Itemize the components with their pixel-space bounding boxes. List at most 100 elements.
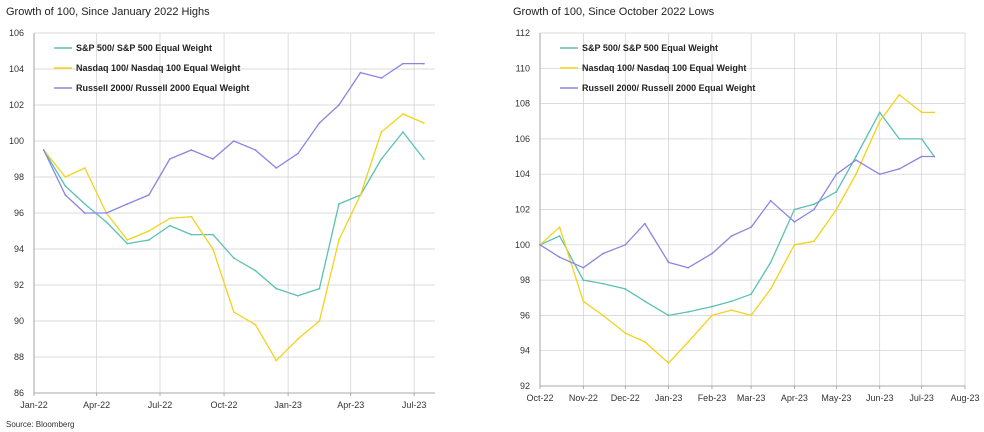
c2-point-nasdaq100 (711, 314, 713, 317)
c2-point-russell2000 (643, 222, 646, 225)
c2-point-sp500 (920, 138, 923, 140)
c2-point-russell2000 (624, 243, 627, 246)
c2-y-tick-label: 92 (520, 381, 530, 391)
c1-y-tick-label: 100 (9, 136, 24, 146)
c2-point-russell2000 (920, 155, 923, 158)
c2-point-nasdaq100 (920, 111, 923, 114)
c1-point-sp500 (147, 239, 150, 241)
c1-point-nasdaq100 (359, 194, 362, 196)
c1-point-sp500 (232, 257, 235, 259)
c2-point-russell2000 (855, 159, 857, 161)
c1-point-russell2000 (275, 167, 278, 169)
c2-point-nasdaq100 (687, 340, 690, 343)
c1-point-sp500 (83, 203, 86, 205)
c2-point-nasdaq100 (643, 340, 646, 343)
c2-y-tick-label: 96 (520, 310, 530, 320)
c2-point-nasdaq100 (582, 300, 585, 303)
c2-point-nasdaq100 (624, 332, 627, 334)
c1-point-russell2000 (190, 149, 193, 151)
c2-point-russell2000 (898, 168, 901, 170)
c2-point-sp500 (602, 282, 604, 285)
c1-x-tick-label: Apr-23 (337, 400, 364, 410)
c1-point-russell2000 (212, 158, 214, 160)
c2-point-sp500 (730, 300, 733, 303)
c1-point-russell2000 (105, 212, 108, 214)
c1-point-nasdaq100 (212, 248, 214, 250)
c2-point-sp500 (643, 300, 646, 303)
c2-point-russell2000 (793, 220, 796, 223)
c1-point-nasdaq100 (126, 239, 129, 241)
c1-point-sp500 (402, 131, 404, 133)
c2-x-tick-label: May-23 (821, 393, 851, 403)
c1-point-nasdaq100 (147, 230, 150, 232)
c1-point-russell2000 (232, 140, 235, 142)
c1-x-tick-label: Apr-22 (83, 400, 110, 410)
c2-y-tick-label: 94 (520, 346, 530, 356)
c2-point-russell2000 (835, 173, 838, 176)
c1-x-tick-label: Jul-23 (402, 400, 427, 410)
c2-point-sp500 (793, 208, 796, 211)
c1-y-tick-label: 98 (14, 172, 24, 182)
c1-y-tick-label: 86 (14, 388, 24, 398)
c2-x-tick-label: Apr-23 (781, 393, 808, 403)
c2-point-russell2000 (769, 199, 772, 202)
c2-point-sp500 (813, 203, 815, 206)
c1-y-tick-label: 94 (14, 244, 24, 254)
c2-point-nasdaq100 (855, 173, 857, 176)
source-note: Source: Bloomberg (6, 420, 75, 429)
c2-point-sp500 (582, 279, 585, 281)
c2-point-sp500 (750, 293, 753, 296)
c1-point-sp500 (126, 242, 129, 245)
c2-y-tick-label: 98 (520, 275, 530, 285)
c2-y-tick-label: 104 (515, 169, 530, 179)
c1-x-tick-label: Jan-23 (274, 400, 302, 410)
c2-y-tick-label: 100 (515, 240, 530, 250)
c2-point-russell2000 (730, 235, 733, 237)
c2-point-russell2000 (933, 155, 936, 158)
c2-point-sp500 (835, 190, 838, 193)
c1-point-russell2000 (402, 62, 404, 65)
c2-point-nasdaq100 (730, 309, 733, 312)
c2-series-line-sp500 (539, 111, 935, 317)
c1-point-russell2000 (126, 203, 129, 205)
c2-legend-label-nasdaq100: Nasdaq 100/ Nasdaq 100 Equal Weight (582, 63, 746, 73)
c1-legend-label-nasdaq100: Nasdaq 100/ Nasdaq 100 Equal Weight (76, 63, 240, 73)
c2-point-nasdaq100 (793, 243, 796, 246)
c1-x-tick-label: Oct-22 (211, 400, 238, 410)
c1-point-russell2000 (422, 62, 425, 65)
c2-point-sp500 (558, 235, 561, 237)
c1-y-tick-label: 106 (9, 28, 24, 38)
c1-point-russell2000 (147, 194, 150, 196)
c2-point-russell2000 (813, 208, 815, 211)
c2-y-tick-label: 102 (515, 205, 530, 215)
c2-y-tick-label: 110 (516, 63, 530, 73)
c1-point-sp500 (105, 221, 108, 223)
c2-point-nasdaq100 (750, 314, 753, 317)
c1-point-russell2000 (64, 194, 67, 196)
c2-point-russell2000 (539, 243, 541, 246)
c1-point-sp500 (212, 233, 214, 236)
c2-point-nasdaq100 (813, 240, 815, 243)
c2-point-nasdaq100 (898, 93, 901, 96)
c1-point-nasdaq100 (190, 215, 193, 218)
c2-point-nasdaq100 (769, 288, 772, 290)
c1-point-russell2000 (168, 158, 171, 160)
c2-point-nasdaq100 (667, 362, 670, 364)
c1-point-russell2000 (338, 104, 340, 106)
c1-point-nasdaq100 (83, 167, 86, 169)
c1-point-sp500 (254, 269, 257, 272)
c2-x-tick-label: Mar-23 (737, 393, 766, 403)
c1-legend-label-russell2000: Russell 2000/ Russell 2000 Equal Weight (76, 83, 249, 93)
c2-x-tick-label: Dec-22 (611, 393, 640, 403)
c1-point-nasdaq100 (275, 359, 278, 362)
c2-x-tick-label: Oct-22 (526, 393, 553, 403)
c2-y-tick-label: 108 (515, 99, 530, 109)
c1-point-russell2000 (42, 149, 45, 151)
c2-x-tick-label: Jan-23 (655, 393, 683, 403)
c1-y-tick-label: 90 (14, 316, 24, 326)
c1-point-nasdaq100 (422, 122, 425, 124)
c1-point-sp500 (296, 294, 299, 297)
c1-legend-label-sp500: S&P 500/ S&P 500 Equal Weight (76, 43, 212, 53)
